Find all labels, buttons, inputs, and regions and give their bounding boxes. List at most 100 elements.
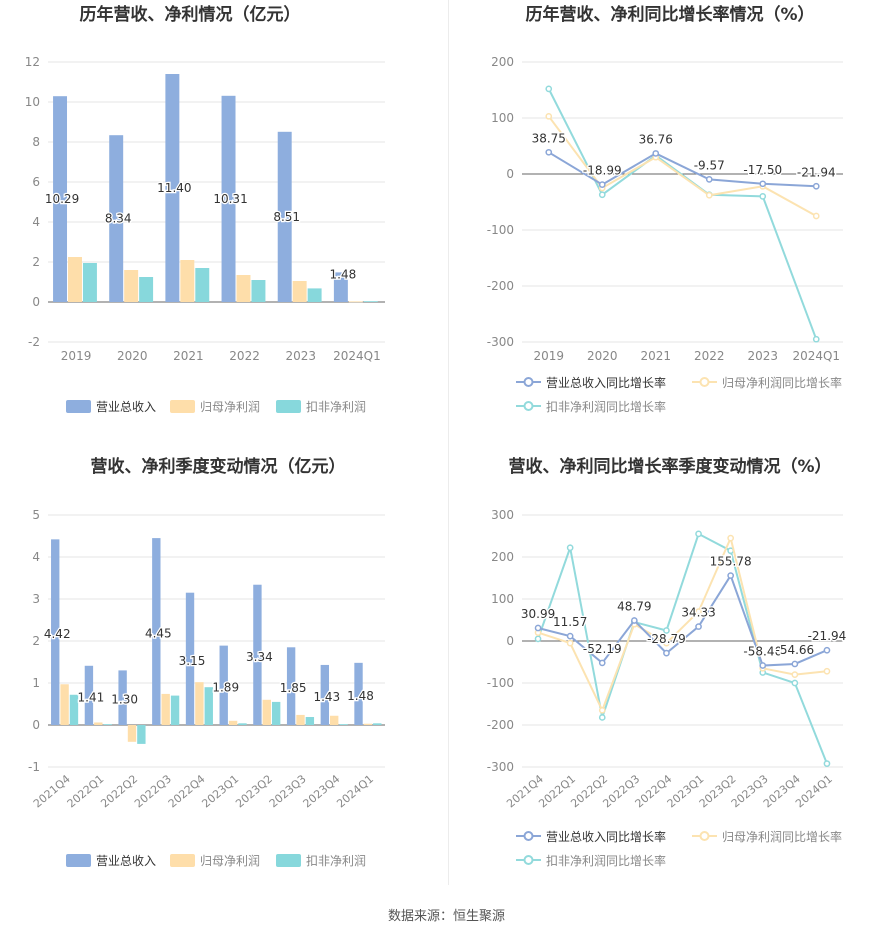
bar-扣非净利润 (307, 288, 322, 302)
bar-归母净利润 (228, 720, 238, 725)
data-label: 8.51 (273, 210, 300, 224)
legend-swatch (276, 400, 301, 413)
y-tick-label: -100 (487, 676, 514, 690)
bar-营业总收入 (277, 131, 292, 302)
bar-营业总收入 (109, 135, 124, 302)
bar-营业总收入 (333, 272, 348, 302)
series-point (663, 627, 670, 634)
legend-swatch-marker (523, 401, 534, 411)
legend-swatch (170, 400, 195, 413)
y-tick-label: -1 (28, 760, 40, 774)
chart-4: 营收、净利同比增长率季度变动情况（%） -300 -200 -100 0 100 200 30… (487, 456, 848, 868)
data-label: 155.78 (710, 555, 752, 569)
bar-扣非净利润 (305, 717, 315, 725)
x-tick-label: 2023 (285, 349, 316, 363)
x-tick-label: 2022Q4 (166, 772, 208, 810)
chart-title: 历年营收、净利同比增长率情况（%） (525, 4, 814, 25)
series-point (663, 639, 670, 647)
bar-扣非净利润 (82, 263, 97, 302)
y-tick-label: 0 (32, 295, 40, 309)
data-label: 3.34 (246, 650, 273, 664)
x-tick-label: 2023Q1 (199, 772, 241, 810)
bar-营业总收入 (253, 584, 262, 725)
x-tick-label: 2022Q1 (65, 772, 107, 810)
series-point (598, 714, 606, 721)
legend-label: 扣非净利润 (306, 854, 366, 868)
bar-归母净利润 (262, 699, 271, 725)
data-label: -21.94 (808, 629, 847, 643)
y-tick-label: 8 (32, 135, 40, 149)
bar-归母净利润 (195, 682, 204, 725)
data-label: -9.57 (694, 158, 725, 172)
legend-label: 扣非净利润同比增长率 (546, 399, 666, 414)
y-tick-label: 1 (32, 676, 40, 690)
series-point (823, 646, 831, 654)
bar-扣非净利润 (170, 695, 180, 725)
data-source-footer: 数据来源：恒生聚源 (387, 909, 505, 924)
data-label: -28.79 (647, 632, 686, 646)
x-tick-label: 2023Q3 (267, 772, 309, 810)
y-tick-label: 3 (32, 592, 40, 606)
series-point (791, 679, 799, 687)
x-tick-label: 2023Q4 (301, 772, 343, 810)
series-point (545, 148, 553, 156)
bar-扣非净利润 (373, 723, 382, 725)
legend-label: 营业总收入同比增长率 (546, 375, 666, 390)
series-point (695, 608, 702, 615)
legend-swatch (276, 854, 301, 867)
y-tick-label: 100 (491, 592, 514, 606)
data-label: 1.30 (111, 693, 138, 707)
bar-营业总收入 (51, 539, 60, 725)
bar-营业总收入 (286, 647, 296, 725)
series-point (534, 624, 542, 632)
y-tick-label: -200 (487, 718, 514, 732)
series-point (791, 660, 799, 668)
chart-1: 历年营收、净利情况（亿元） -2 0 2 4 6 8 10 12 2019 2020 2021 2022… (25, 4, 385, 414)
series-point (727, 534, 735, 542)
data-label: 10.29 (45, 192, 79, 206)
data-label: -21.94 (797, 165, 836, 179)
legend-swatch (66, 854, 91, 867)
bar-归母净利润 (94, 722, 103, 725)
legend-swatch (170, 854, 195, 867)
bar-扣非净利润 (137, 725, 146, 744)
y-tick-label: 2 (32, 255, 40, 269)
bar-营业总收入 (219, 645, 228, 725)
series-point (598, 181, 606, 188)
x-tick-label: 2024Q1 (333, 349, 381, 363)
series-point (631, 617, 638, 624)
series-point (534, 635, 542, 643)
chart-title: 营收、净利同比增长率季度变动情况（%） (508, 456, 831, 477)
vertical-divider (448, 0, 449, 885)
data-label: 10.31 (213, 192, 247, 206)
data-label: -54.66 (776, 643, 815, 657)
bar-归母净利润 (180, 260, 195, 302)
data-label: 30.99 (521, 607, 555, 621)
y-tick-label: 100 (491, 111, 514, 125)
x-tick-label: 2023 (747, 349, 778, 363)
y-tick-label: 12 (25, 55, 40, 69)
legend-label: 归母净利润 (200, 854, 260, 868)
x-tick-label: 2019 (61, 349, 92, 363)
legend-label: 营业总收入同比增长率 (546, 829, 666, 844)
series-point (663, 649, 670, 657)
data-label: 48.79 (617, 600, 651, 614)
data-label: -18.99 (583, 164, 622, 178)
series-point (705, 176, 713, 183)
bar-归母净利润 (296, 714, 305, 725)
series-point (791, 671, 799, 678)
series-point (823, 760, 831, 767)
data-label: 11.57 (553, 615, 587, 629)
x-tick-label: 2021 (640, 349, 671, 363)
data-label: 36.76 (639, 132, 673, 146)
series-point (566, 632, 574, 640)
legend-label: 营业总收入 (96, 400, 156, 414)
series-line-扣非净利润同比增长率 (547, 88, 818, 340)
series-line-扣非净利润同比增长率 (537, 532, 828, 765)
bar-扣非净利润 (204, 687, 213, 725)
series-point (705, 191, 713, 199)
bar-扣非净利润 (363, 301, 378, 302)
